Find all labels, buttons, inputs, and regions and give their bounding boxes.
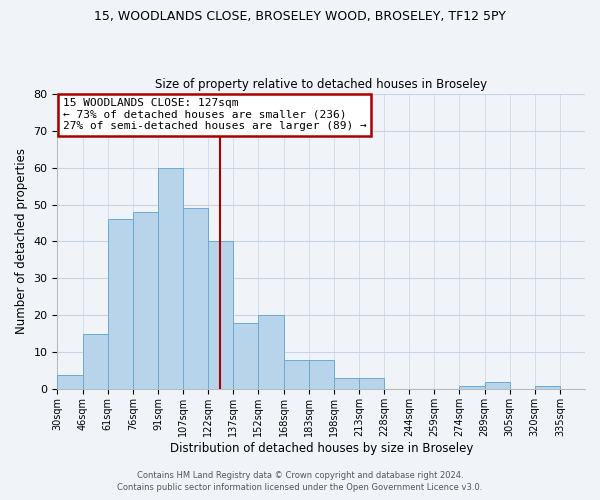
- Bar: [460, 386, 485, 390]
- Bar: [535, 386, 560, 390]
- Bar: [334, 378, 359, 390]
- Bar: [208, 242, 233, 390]
- X-axis label: Distribution of detached houses by size in Broseley: Distribution of detached houses by size …: [170, 442, 473, 455]
- Bar: [107, 220, 133, 390]
- Bar: [308, 360, 334, 390]
- Bar: [58, 374, 83, 390]
- Text: 15 WOODLANDS CLOSE: 127sqm
← 73% of detached houses are smaller (236)
27% of sem: 15 WOODLANDS CLOSE: 127sqm ← 73% of deta…: [62, 98, 367, 131]
- Bar: [83, 334, 107, 390]
- Bar: [133, 212, 158, 390]
- Bar: [284, 360, 308, 390]
- Y-axis label: Number of detached properties: Number of detached properties: [15, 148, 28, 334]
- Bar: [359, 378, 384, 390]
- Bar: [183, 208, 208, 390]
- Text: 15, WOODLANDS CLOSE, BROSELEY WOOD, BROSELEY, TF12 5PY: 15, WOODLANDS CLOSE, BROSELEY WOOD, BROS…: [94, 10, 506, 23]
- Bar: [485, 382, 509, 390]
- Bar: [259, 316, 284, 390]
- Bar: [233, 323, 259, 390]
- Bar: [158, 168, 183, 390]
- Title: Size of property relative to detached houses in Broseley: Size of property relative to detached ho…: [155, 78, 487, 91]
- Text: Contains HM Land Registry data © Crown copyright and database right 2024.
Contai: Contains HM Land Registry data © Crown c…: [118, 471, 482, 492]
